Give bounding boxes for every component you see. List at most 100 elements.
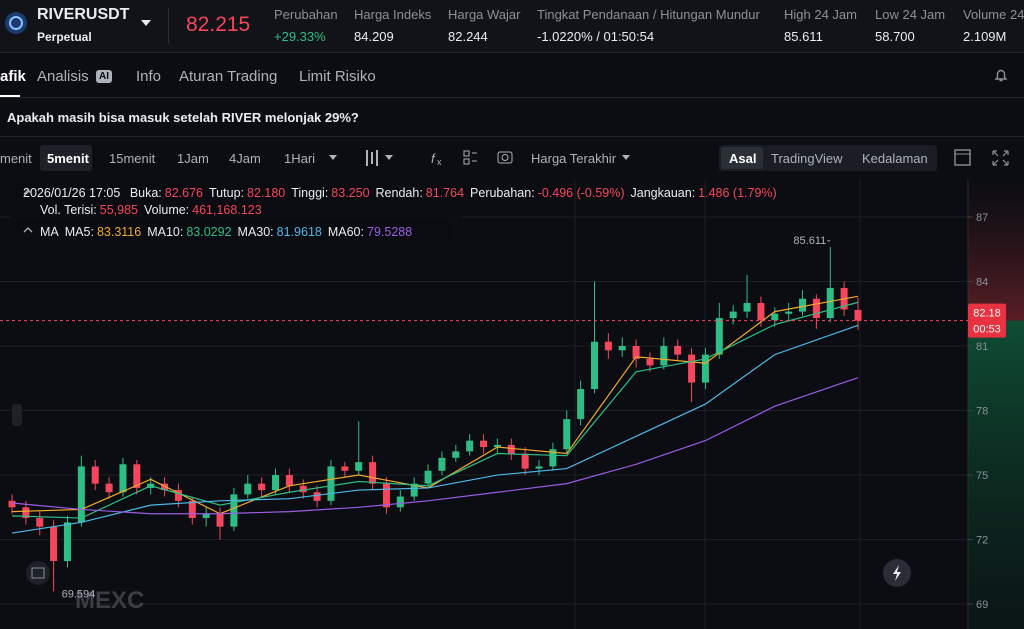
calendar-button[interactable] bbox=[26, 561, 50, 585]
stat-label: Tingkat Pendanaan / Hitungan Mundur bbox=[537, 7, 760, 22]
legend-value: 83.0292 bbox=[186, 225, 232, 239]
ai-badge: AI bbox=[96, 70, 112, 83]
candle-body bbox=[8, 500, 16, 508]
candle-body bbox=[618, 346, 626, 351]
candle-body bbox=[424, 470, 432, 484]
candle-body bbox=[313, 492, 321, 501]
candle-body bbox=[549, 449, 557, 467]
legend-label: MA10: bbox=[147, 225, 184, 239]
candle-body bbox=[715, 318, 723, 355]
legend-value: 461,168.123 bbox=[192, 203, 262, 217]
stat-value: 84.209 bbox=[354, 29, 394, 44]
candle-body bbox=[785, 311, 793, 314]
headline[interactable]: Apakah masih bisa masuk setelah RIVER me… bbox=[7, 110, 359, 125]
interval[interactable]: 5menit bbox=[47, 151, 89, 166]
candle-body bbox=[535, 466, 543, 469]
interval[interactable]: 15menit bbox=[109, 151, 156, 166]
candle-body bbox=[757, 303, 765, 321]
legend-label: Buka: bbox=[129, 186, 162, 200]
stat-value: 58.700 bbox=[875, 29, 915, 44]
y-tick-label: 72 bbox=[976, 535, 988, 547]
candle-body bbox=[202, 513, 210, 519]
candle-body bbox=[355, 462, 363, 471]
candle-body bbox=[188, 500, 196, 519]
ma-line bbox=[11, 377, 859, 515]
candle-body bbox=[230, 494, 238, 527]
stat-label: Volume 24 bbox=[963, 7, 1024, 22]
interval[interactable]: menit bbox=[0, 151, 32, 166]
candle-body bbox=[688, 354, 696, 383]
candle-body bbox=[743, 303, 751, 312]
divider bbox=[0, 136, 1024, 137]
legend-value: 83.3116 bbox=[96, 225, 142, 239]
candle-body bbox=[452, 451, 460, 458]
divider bbox=[0, 97, 1024, 98]
legend-label: MA30: bbox=[237, 225, 274, 239]
candle-body bbox=[799, 298, 807, 312]
calendar-icon bbox=[31, 567, 45, 579]
candle-body bbox=[521, 453, 529, 469]
candle-body bbox=[272, 475, 280, 491]
symbol-dropdown[interactable] bbox=[140, 18, 152, 28]
legend-value: 82.676 bbox=[164, 186, 204, 200]
candle-body bbox=[632, 346, 640, 359]
watermark: MEXC bbox=[75, 587, 144, 614]
symbol[interactable]: RIVERUSDT bbox=[37, 6, 130, 23]
top-bar: RIVERUSDT Perpetual 82.215 Perubahan +29… bbox=[0, 0, 1024, 53]
candle-body bbox=[77, 466, 85, 523]
candle-body bbox=[507, 444, 515, 454]
tab[interactable]: Limit Risiko bbox=[299, 68, 376, 85]
volume-legend: Vol. Terisi: 55,985 Volume: 461,168.123 bbox=[40, 203, 262, 217]
stat-label: Harga Indeks bbox=[354, 7, 432, 22]
scroll-handle[interactable] bbox=[12, 404, 22, 426]
price-tag: 82.18 bbox=[973, 308, 1001, 320]
candle-body bbox=[50, 526, 58, 562]
candle-body bbox=[771, 313, 779, 321]
legend-bg bbox=[10, 222, 452, 242]
legend-collapse-icons[interactable] bbox=[22, 188, 34, 242]
candle-body bbox=[590, 341, 598, 390]
interval[interactable]: 1Jam bbox=[177, 151, 209, 166]
coin-icon bbox=[5, 12, 27, 34]
svg-text:x: x bbox=[437, 157, 442, 167]
view-option[interactable]: Asal bbox=[729, 151, 757, 166]
candlestick-chart: MEXC 69 72 75 78 81 84 87 82.18 00:53 85.611 69.59… bbox=[0, 180, 1024, 629]
candle-body bbox=[826, 287, 834, 319]
tab-underline bbox=[0, 95, 20, 97]
ma-line bbox=[11, 301, 859, 519]
legend-label: Jangkauan: bbox=[630, 186, 696, 200]
candle-body bbox=[493, 444, 501, 448]
tab[interactable]: Aturan Trading bbox=[179, 68, 278, 85]
view-option[interactable]: Kedalaman bbox=[862, 151, 928, 166]
interval[interactable]: 4Jam bbox=[229, 151, 261, 166]
legend-label: Perubahan: bbox=[470, 186, 535, 200]
legend-label: Rendah: bbox=[375, 186, 423, 200]
bell-icon[interactable] bbox=[993, 67, 1009, 83]
contract-type: Perpetual bbox=[37, 30, 92, 44]
stat-value: +29.33% bbox=[274, 29, 326, 44]
price-zone-up bbox=[968, 180, 1024, 321]
candle-body bbox=[133, 464, 141, 488]
candle-body bbox=[438, 457, 446, 471]
price-type[interactable]: Harga Terakhir bbox=[531, 151, 617, 166]
legend-value: 55,985 bbox=[99, 203, 138, 217]
legend-value: 82.180 bbox=[247, 186, 286, 200]
low-marker: 69.594 bbox=[62, 588, 96, 600]
candle-body bbox=[701, 354, 709, 383]
layout-icons[interactable] bbox=[953, 148, 1013, 168]
tab[interactable]: afik bbox=[0, 68, 26, 85]
ohlc-legend: 2026/01/26 17:05 Buka: 82.676 Tutup: 82.180… bbox=[23, 186, 777, 200]
stat-value: 2.109M bbox=[963, 29, 1007, 44]
legend-value: 1.486 (1.79%) bbox=[698, 186, 777, 200]
tab[interactable]: Info bbox=[136, 68, 162, 85]
ma-line bbox=[11, 324, 859, 534]
candle-body bbox=[812, 298, 820, 319]
stat-label: High 24 Jam bbox=[784, 7, 857, 22]
candle-body bbox=[466, 440, 474, 452]
view-option[interactable]: TradingView bbox=[771, 151, 843, 166]
tab[interactable]: Analisis bbox=[37, 68, 89, 85]
ma-label: MA bbox=[40, 225, 59, 239]
interval[interactable]: 1Hari bbox=[284, 151, 316, 166]
legend-value: 79.5288 bbox=[367, 225, 413, 239]
